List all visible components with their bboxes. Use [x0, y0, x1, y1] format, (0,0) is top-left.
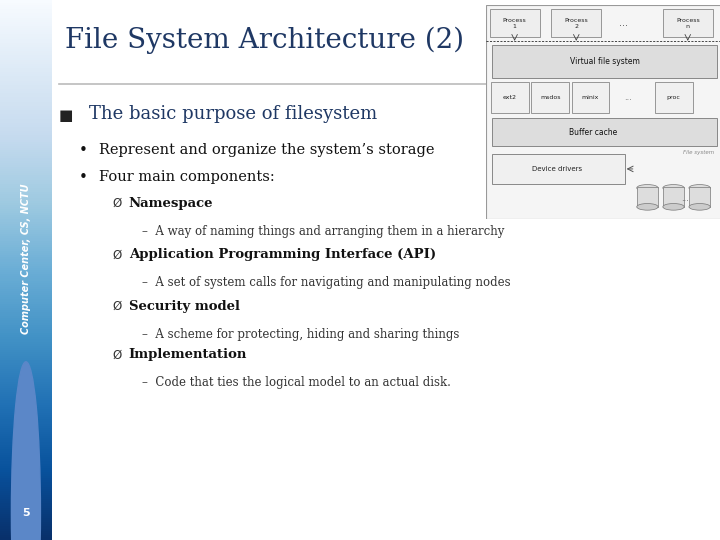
Text: Process
2: Process 2: [564, 18, 588, 29]
Text: Buffer cache: Buffer cache: [569, 127, 617, 137]
Text: Ø: Ø: [112, 348, 121, 361]
FancyBboxPatch shape: [486, 5, 720, 219]
FancyBboxPatch shape: [552, 9, 601, 37]
FancyBboxPatch shape: [572, 83, 610, 113]
Text: –  Code that ties the logical model to an actual disk.: – Code that ties the logical model to an…: [142, 376, 451, 389]
Text: ...: ...: [681, 194, 689, 203]
FancyBboxPatch shape: [531, 83, 570, 113]
Text: Security model: Security model: [129, 300, 240, 313]
FancyBboxPatch shape: [492, 153, 625, 184]
Text: Namespace: Namespace: [129, 197, 213, 210]
Text: 5: 5: [22, 508, 30, 518]
Text: –  A way of naming things and arranging them in a hierarchy: – A way of naming things and arranging t…: [142, 225, 505, 238]
Ellipse shape: [689, 185, 711, 191]
Text: Application Programming Interface (API): Application Programming Interface (API): [129, 248, 436, 261]
Text: Process
n: Process n: [676, 18, 700, 29]
Text: Implementation: Implementation: [129, 348, 247, 361]
Text: –  A scheme for protecting, hiding and sharing things: – A scheme for protecting, hiding and sh…: [142, 328, 459, 341]
FancyBboxPatch shape: [492, 118, 717, 146]
Text: ext2: ext2: [503, 96, 517, 100]
Text: ■: ■: [58, 108, 73, 123]
Text: Computer Center, CS, NCTU: Computer Center, CS, NCTU: [21, 184, 31, 334]
Text: The basic purpose of filesystem: The basic purpose of filesystem: [89, 105, 377, 123]
Text: •: •: [78, 170, 87, 185]
Bar: [636, 187, 658, 207]
FancyBboxPatch shape: [491, 83, 528, 113]
Text: Virtual file system: Virtual file system: [570, 57, 639, 65]
Text: Represent and organize the system’s storage: Represent and organize the system’s stor…: [99, 143, 434, 157]
Text: Four main components:: Four main components:: [99, 170, 274, 184]
FancyBboxPatch shape: [663, 9, 713, 37]
Ellipse shape: [636, 185, 658, 191]
Text: Device drivers: Device drivers: [532, 166, 582, 172]
Ellipse shape: [663, 204, 684, 210]
Text: File system: File system: [683, 150, 714, 155]
Text: ...: ...: [624, 93, 632, 102]
Text: File System Architecture (2): File System Architecture (2): [66, 27, 464, 55]
FancyBboxPatch shape: [490, 9, 539, 37]
Text: –  A set of system calls for navigating and manipulating nodes: – A set of system calls for navigating a…: [142, 276, 510, 289]
Text: •: •: [78, 143, 87, 158]
Ellipse shape: [663, 185, 684, 191]
Text: ...: ...: [619, 18, 629, 28]
Bar: [689, 187, 711, 207]
Ellipse shape: [636, 204, 658, 210]
Ellipse shape: [689, 204, 711, 210]
Text: Ø: Ø: [112, 248, 121, 261]
Text: Process
1: Process 1: [503, 18, 526, 29]
Text: Ø: Ø: [112, 197, 121, 210]
Text: msdos: msdos: [540, 96, 560, 100]
Circle shape: [12, 362, 40, 540]
Bar: [663, 187, 684, 207]
FancyBboxPatch shape: [492, 44, 717, 78]
Text: Ø: Ø: [112, 300, 121, 313]
Text: minix: minix: [582, 96, 599, 100]
Text: proc: proc: [667, 96, 680, 100]
FancyBboxPatch shape: [654, 83, 693, 113]
